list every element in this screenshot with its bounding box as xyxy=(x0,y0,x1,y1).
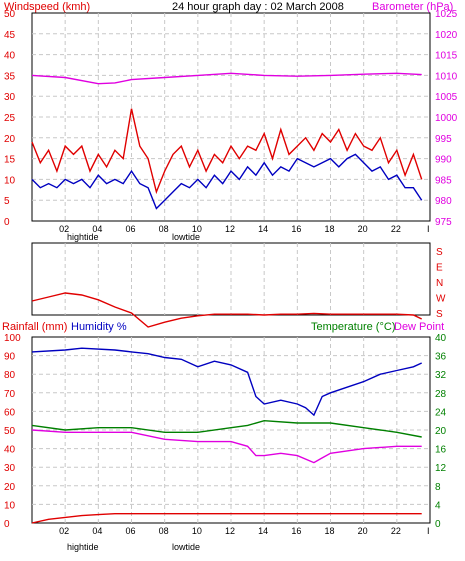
humidity-series-line xyxy=(31,347,422,417)
windspeed-tick-label: 50 xyxy=(4,9,16,20)
x-tick-label: 10 xyxy=(192,526,202,536)
windspeed-tick-label: 0 xyxy=(4,217,10,228)
temperature-tick-label: 20 xyxy=(435,426,447,437)
temperature-tick-label: 0 xyxy=(435,519,441,530)
barometer-tick-label: 1015 xyxy=(435,51,458,62)
hightide-label-top: hightide xyxy=(67,232,99,242)
barometer-tick-label: 990 xyxy=(435,155,452,166)
temperature-tick-label: 16 xyxy=(435,445,447,456)
humidity-tick-label: 40 xyxy=(4,445,16,456)
x-tick-label: 16 xyxy=(291,526,301,536)
rainfall-label: Rainfall (mm) xyxy=(2,321,67,333)
dewpoint-label: Dew Point xyxy=(394,321,444,333)
dewpoint-series-line xyxy=(31,429,422,464)
barometer-tick-label: 980 xyxy=(435,196,452,207)
barometer-tick-label: 1010 xyxy=(435,71,458,82)
x-tick-label: 10 xyxy=(192,224,202,234)
x-tick-label: 08 xyxy=(159,526,169,536)
wind-series-line xyxy=(31,153,423,210)
windspeed-tick-label: 40 xyxy=(4,51,16,62)
temperature-tick-label: 24 xyxy=(435,407,447,418)
temperature-tick-label: 4 xyxy=(435,500,441,511)
windspeed-label: Windspeed (kmh) xyxy=(4,1,90,13)
direction-tick-label: S xyxy=(436,247,443,258)
humidity-tick-label: 60 xyxy=(4,407,16,418)
direction-series-line xyxy=(31,292,423,328)
x-tick-label: 16 xyxy=(291,224,301,234)
barometer-tick-label: 1000 xyxy=(435,113,458,124)
barometer-tick-label: 1025 xyxy=(435,9,458,20)
temperature-tick-label: 8 xyxy=(435,482,441,493)
x-tick-label: 06 xyxy=(126,526,136,536)
x-tick-label: 04 xyxy=(92,526,102,536)
x-tick-label: 20 xyxy=(358,526,368,536)
direction-tick-label: W xyxy=(436,294,446,305)
windspeed-tick-label: 5 xyxy=(4,196,10,207)
x-tick-label: 06 xyxy=(126,224,136,234)
x-tick-label: I xyxy=(427,526,430,536)
temperature-tick-label: 36 xyxy=(435,352,447,363)
x-tick-label: 18 xyxy=(325,224,335,234)
x-tick-label: 22 xyxy=(391,526,401,536)
temperature-tick-label: 40 xyxy=(435,333,447,344)
temperature-tick-label: 12 xyxy=(435,463,447,474)
humidity-tick-label: 0 xyxy=(4,519,10,530)
humidity-tick-label: 20 xyxy=(4,482,16,493)
humidity-tick-label: 10 xyxy=(4,500,16,511)
temperature-label: Temperature (°C) xyxy=(311,321,395,333)
windspeed-tick-label: 45 xyxy=(4,30,16,41)
x-tick-label: 02 xyxy=(59,224,69,234)
windspeed-tick-label: 10 xyxy=(4,175,16,186)
chart-title: 24 hour graph day : 02 March 2008 xyxy=(172,1,344,13)
windspeed-tick-label: 15 xyxy=(4,155,16,166)
gust-series-line xyxy=(31,108,423,195)
x-tick-label: 14 xyxy=(258,526,268,536)
barometer-tick-label: 995 xyxy=(435,134,452,145)
windspeed-tick-label: 20 xyxy=(4,134,16,145)
x-tick-label: 22 xyxy=(391,224,401,234)
direction-tick-label: E xyxy=(436,263,443,274)
humidity-tick-label: 30 xyxy=(4,463,16,474)
x-tick-label: 02 xyxy=(59,526,69,536)
lowtide-label-bottom: lowtide xyxy=(172,542,200,552)
barometer-tick-label: 975 xyxy=(435,217,452,228)
lowtide-label-top: lowtide xyxy=(172,232,200,242)
barometer-tick-label: 985 xyxy=(435,175,452,186)
x-tick-label: 12 xyxy=(225,526,235,536)
x-tick-label: 08 xyxy=(159,224,169,234)
humidity-tick-label: 100 xyxy=(4,333,21,344)
temperature-tick-label: 32 xyxy=(435,370,447,381)
temperature-tick-label: 28 xyxy=(435,389,447,400)
direction-tick-label: N xyxy=(436,278,443,289)
humidity-tick-label: 70 xyxy=(4,389,16,400)
humidity-tick-label: 90 xyxy=(4,352,16,363)
windspeed-tick-label: 25 xyxy=(4,113,16,124)
x-tick-label: I xyxy=(427,224,430,234)
x-tick-label: 04 xyxy=(92,224,102,234)
x-tick-label: 20 xyxy=(358,224,368,234)
humidity-label: Humidity % xyxy=(71,321,127,333)
x-tick-label: 12 xyxy=(225,224,235,234)
temperature-series-line xyxy=(31,419,422,438)
rain-series-line xyxy=(31,513,422,524)
barometer-series-line xyxy=(31,72,422,85)
barometer-tick-label: 1020 xyxy=(435,30,458,41)
humidity-tick-label: 50 xyxy=(4,426,16,437)
humidity-tick-label: 80 xyxy=(4,370,16,381)
direction-tick-label: S xyxy=(436,309,443,320)
x-tick-label: 18 xyxy=(325,526,335,536)
barometer-label: Barometer (hPa) xyxy=(372,1,453,13)
x-tick-label: 14 xyxy=(258,224,268,234)
windspeed-tick-label: 30 xyxy=(4,92,16,103)
windspeed-tick-label: 35 xyxy=(4,71,16,82)
barometer-tick-label: 1005 xyxy=(435,92,458,103)
hightide-label-bottom: hightide xyxy=(67,542,99,552)
